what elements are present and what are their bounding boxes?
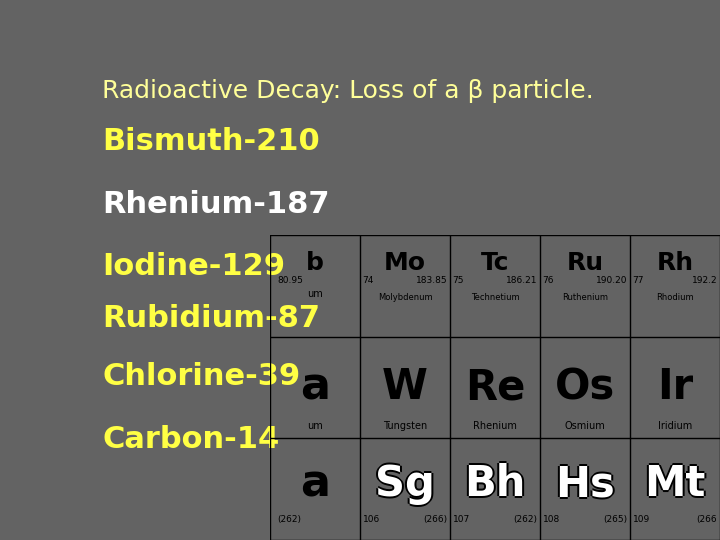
Text: Mo: Mo bbox=[384, 252, 426, 275]
Text: Radioactive Decay: Loss of a β particle.: Radioactive Decay: Loss of a β particle. bbox=[102, 79, 594, 103]
Text: Re: Re bbox=[465, 367, 525, 408]
Text: Bh: Bh bbox=[464, 463, 526, 505]
Text: (266): (266) bbox=[423, 515, 447, 524]
Text: 77: 77 bbox=[633, 276, 644, 285]
Text: Hs: Hs bbox=[555, 463, 615, 505]
Text: Hs: Hs bbox=[554, 463, 613, 505]
Text: Rubidium-87: Rubidium-87 bbox=[102, 304, 320, 333]
Text: Carbon-14: Carbon-14 bbox=[102, 424, 279, 454]
Text: 109: 109 bbox=[633, 515, 650, 524]
Text: Iridium: Iridium bbox=[658, 421, 692, 431]
Text: Chlorine-39: Chlorine-39 bbox=[102, 362, 300, 391]
Text: Bh: Bh bbox=[464, 461, 526, 503]
Text: 80.95: 80.95 bbox=[277, 276, 303, 285]
Text: Sg: Sg bbox=[375, 463, 435, 505]
Text: Bh: Bh bbox=[466, 463, 528, 505]
Text: Tc: Tc bbox=[481, 252, 509, 275]
Text: Mt: Mt bbox=[644, 461, 706, 503]
Text: (262): (262) bbox=[513, 515, 537, 524]
Text: (266: (266 bbox=[697, 515, 717, 524]
Text: (262): (262) bbox=[277, 515, 301, 524]
Text: Rhodium: Rhodium bbox=[656, 293, 694, 302]
Text: Osmium: Osmium bbox=[564, 421, 606, 431]
Text: Mt: Mt bbox=[644, 463, 706, 505]
Text: Technetium: Technetium bbox=[471, 293, 519, 302]
Text: Ru: Ru bbox=[567, 252, 603, 275]
Text: 190.20: 190.20 bbox=[596, 276, 627, 285]
Text: a: a bbox=[300, 366, 330, 409]
Text: Sg: Sg bbox=[375, 465, 435, 507]
Text: Iodine-129: Iodine-129 bbox=[102, 252, 285, 281]
Text: um: um bbox=[307, 421, 323, 431]
Text: Molybdenum: Molybdenum bbox=[378, 293, 432, 302]
Text: 186.21: 186.21 bbox=[505, 276, 537, 285]
Text: Hs: Hs bbox=[555, 465, 615, 507]
Text: Rh: Rh bbox=[657, 252, 693, 275]
Text: 74: 74 bbox=[363, 276, 374, 285]
Text: b: b bbox=[306, 252, 324, 275]
Text: Ruthenium: Ruthenium bbox=[562, 293, 608, 302]
Text: Bismuth-210: Bismuth-210 bbox=[102, 127, 320, 156]
Text: 108: 108 bbox=[543, 515, 560, 524]
Text: Os: Os bbox=[555, 367, 615, 408]
Text: 75: 75 bbox=[453, 276, 464, 285]
Text: um: um bbox=[307, 289, 323, 299]
Text: Sg: Sg bbox=[375, 461, 435, 503]
Text: (265): (265) bbox=[603, 515, 627, 524]
Text: Hs: Hs bbox=[555, 461, 615, 503]
Text: Rhenium-187: Rhenium-187 bbox=[102, 190, 330, 219]
Text: Sg: Sg bbox=[377, 463, 437, 505]
Text: 192.2: 192.2 bbox=[692, 276, 717, 285]
Text: Mt: Mt bbox=[646, 463, 708, 505]
Text: Hs: Hs bbox=[557, 463, 616, 505]
Text: a: a bbox=[300, 463, 330, 505]
Text: Bh: Bh bbox=[464, 465, 526, 507]
Text: Bh: Bh bbox=[462, 463, 524, 505]
Text: W: W bbox=[382, 367, 428, 408]
Text: 106: 106 bbox=[363, 515, 380, 524]
Text: Mt: Mt bbox=[644, 465, 706, 507]
Text: Rhenium: Rhenium bbox=[473, 421, 517, 431]
Text: Sg: Sg bbox=[373, 463, 433, 505]
Text: 107: 107 bbox=[453, 515, 470, 524]
Text: Ir: Ir bbox=[657, 367, 693, 408]
Text: Mt: Mt bbox=[642, 463, 704, 505]
Text: Tungsten: Tungsten bbox=[383, 421, 427, 431]
Text: 183.85: 183.85 bbox=[415, 276, 447, 285]
Text: 76: 76 bbox=[543, 276, 554, 285]
